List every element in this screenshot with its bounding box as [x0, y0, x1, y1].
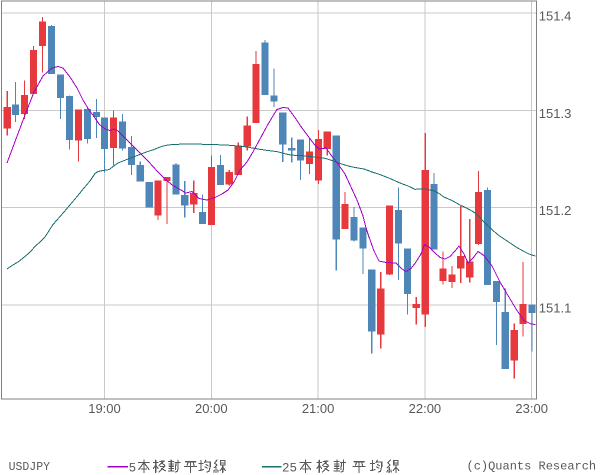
svg-text:5: 5: [129, 462, 137, 475]
svg-text:22:00: 22:00: [409, 401, 442, 416]
svg-text:20:00: 20:00: [195, 401, 228, 416]
svg-text:151.4: 151.4: [539, 8, 572, 23]
svg-text:25: 25: [282, 462, 297, 475]
svg-text:(c)Quants Research: (c)Quants Research: [467, 460, 597, 474]
svg-text:USDJPY: USDJPY: [9, 461, 51, 474]
svg-text:151.1: 151.1: [539, 300, 572, 315]
svg-text:19:00: 19:00: [88, 401, 121, 416]
svg-text:151.3: 151.3: [539, 106, 572, 121]
svg-text:23:00: 23:00: [515, 401, 548, 416]
svg-text:151.2: 151.2: [539, 203, 572, 218]
svg-text:21:00: 21:00: [302, 401, 335, 416]
